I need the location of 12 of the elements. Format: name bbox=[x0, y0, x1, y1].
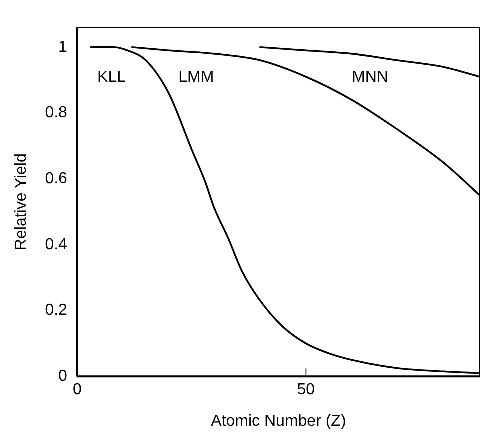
y-tick-label: 0.4 bbox=[45, 236, 68, 254]
series-label: MNN bbox=[352, 68, 388, 86]
y-tick-label: 0.2 bbox=[45, 302, 68, 320]
series-label: KLL bbox=[98, 68, 126, 86]
x-axis-title: Atomic Number (Z) bbox=[211, 412, 346, 430]
x-tick-label: 50 bbox=[297, 382, 316, 399]
y-axis-title: Relative Yield bbox=[13, 154, 30, 251]
series-label: LMM bbox=[178, 68, 214, 86]
y-tick-label: 0.8 bbox=[45, 104, 68, 122]
y-tick-label: 1 bbox=[58, 38, 68, 56]
y-tick-label: 0 bbox=[58, 368, 68, 386]
y-tick-label: 0.6 bbox=[45, 170, 68, 188]
